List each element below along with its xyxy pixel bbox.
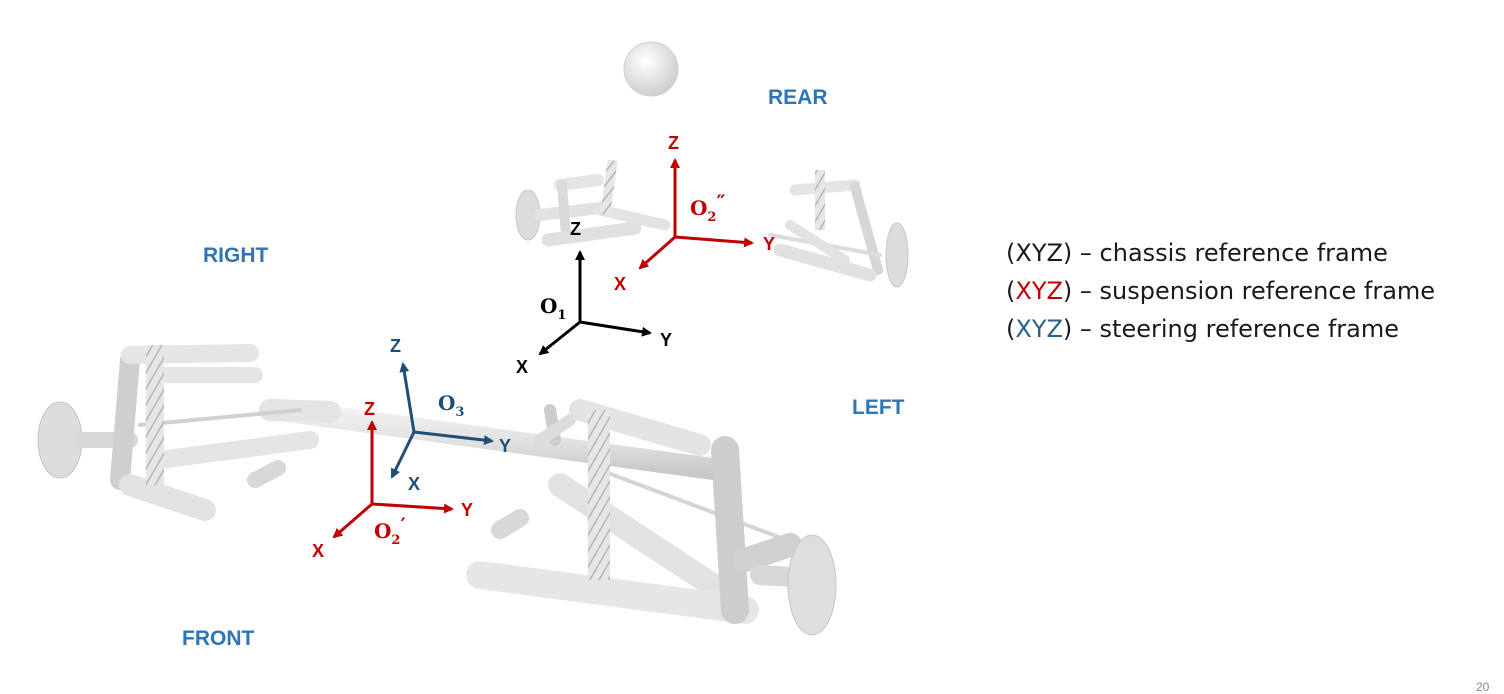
- chassis-x-label: X: [516, 357, 528, 377]
- legend-suspension-axes: XYZ: [1015, 277, 1063, 305]
- legend-suspension-text: – suspension reference frame: [1072, 277, 1436, 305]
- front-susp-origin-label: O2′: [374, 513, 406, 548]
- front-right-suspension: [37, 344, 319, 521]
- chassis-spine: [269, 399, 731, 481]
- legend-steering: (XYZ) – steering reference frame: [1006, 310, 1435, 348]
- steering-y-axis: [413, 430, 494, 446]
- steering-y-label: Y: [499, 436, 511, 456]
- rear-right-suspension: [515, 159, 671, 247]
- steering-frame: [390, 362, 494, 479]
- legend-steering-text: – steering reference frame: [1072, 315, 1400, 343]
- rear-left-suspension: [768, 170, 909, 288]
- legend-chassis-text: – chassis reference frame: [1072, 239, 1388, 267]
- steering-origin-label: O3: [438, 391, 464, 420]
- rear-susp-x-axis: [638, 235, 676, 270]
- chassis-y-axis: [579, 320, 652, 337]
- legend-steering-open: (: [1006, 315, 1016, 343]
- rear-susp-origin-label: O2″: [690, 190, 725, 225]
- steering-z-label: Z: [390, 336, 401, 356]
- label-left: LEFT: [852, 396, 905, 419]
- label-rear: REAR: [768, 86, 828, 109]
- legend-chassis-open: (: [1006, 239, 1016, 267]
- legend-chassis-close: ): [1062, 239, 1073, 267]
- rear-susp-y-axis: [674, 235, 754, 248]
- chassis-x-axis: [538, 320, 581, 356]
- steering-x-axis: [390, 431, 416, 479]
- legend: (XYZ) – chassis reference frame (XYZ) – …: [1006, 234, 1435, 348]
- legend-steering-axes: XYZ: [1015, 315, 1063, 343]
- front-susp-x-label: X: [312, 541, 324, 561]
- steering-x-label: X: [408, 474, 420, 494]
- front-suspension-frame: [332, 420, 454, 539]
- legend-steering-close: ): [1062, 315, 1073, 343]
- rear-susp-z-label: Z: [668, 133, 679, 153]
- model-ball: [623, 41, 679, 97]
- legend-chassis-axes: XYZ: [1015, 239, 1063, 267]
- front-susp-y-axis: [371, 502, 454, 514]
- steering-z-axis: [399, 362, 416, 433]
- rear-susp-x-label: X: [614, 274, 626, 294]
- front-susp-z-label: Z: [364, 399, 375, 419]
- chassis-y-label: Y: [660, 330, 672, 350]
- rear-susp-y-label: Y: [763, 234, 775, 254]
- chassis-frame: [538, 250, 652, 356]
- front-susp-x-axis: [332, 502, 373, 539]
- rear-suspension-frame: [638, 158, 754, 270]
- front-susp-y-label: Y: [461, 500, 473, 520]
- chassis-z-label: Z: [570, 219, 581, 239]
- legend-suspension-close: ): [1062, 277, 1073, 305]
- chassis-origin-label: O1: [540, 294, 566, 323]
- legend-suspension: (XYZ) – suspension reference frame: [1006, 272, 1435, 310]
- suspension-model: [37, 41, 909, 636]
- label-right: RIGHT: [203, 244, 269, 267]
- legend-suspension-open: (: [1006, 277, 1016, 305]
- front-left-suspension: [466, 399, 837, 636]
- legend-chassis: (XYZ) – chassis reference frame: [1006, 234, 1435, 272]
- label-front: FRONT: [182, 627, 254, 650]
- page-number: 20: [1476, 680, 1490, 694]
